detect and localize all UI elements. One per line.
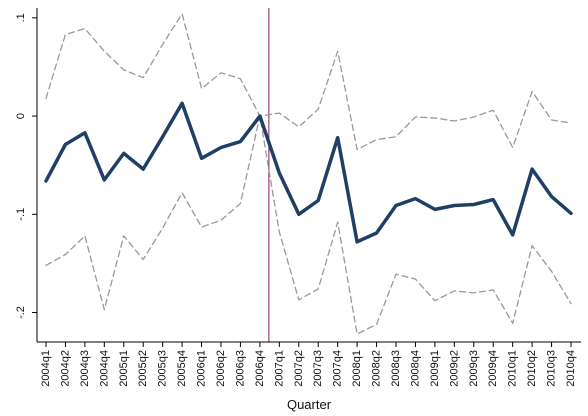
x-tick-label: 2009q3 bbox=[468, 350, 480, 387]
x-tick-label: 2009q4 bbox=[487, 350, 499, 387]
y-tick-label: 0 bbox=[15, 113, 27, 119]
x-tick-label: 2010q3 bbox=[546, 350, 558, 387]
x-tick-label: 2009q2 bbox=[448, 350, 460, 387]
x-tick-label: 2004q1 bbox=[40, 350, 52, 387]
x-tick-label: 2005q1 bbox=[118, 350, 130, 387]
x-axis-title: Quarter bbox=[287, 397, 332, 412]
x-tick-label: 2006q4 bbox=[254, 350, 266, 387]
x-tick-label: 2007q3 bbox=[312, 350, 324, 387]
x-tick-label: 2008q3 bbox=[390, 350, 402, 387]
x-tick-label: 2010q4 bbox=[565, 350, 577, 387]
y-tick-label: .1 bbox=[15, 13, 27, 22]
x-tick-label: 2008q4 bbox=[409, 350, 421, 387]
plot-area bbox=[44, 8, 573, 342]
x-tick-label: 2009q1 bbox=[429, 350, 441, 387]
x-tick-label: 2006q3 bbox=[234, 350, 246, 387]
x-tick-label: 2005q4 bbox=[176, 350, 188, 387]
series-line-estimate bbox=[44, 101, 573, 244]
x-tick-label: 2004q2 bbox=[59, 350, 71, 387]
x-tick-label: 2010q2 bbox=[526, 350, 538, 387]
y-axis-ticks: .1 0 -.1 -.2 bbox=[15, 13, 37, 319]
x-tick-label: 2006q1 bbox=[196, 350, 208, 387]
y-tick-label: -.1 bbox=[15, 208, 27, 221]
axes bbox=[36, 8, 581, 343]
x-tick-label: 2004q3 bbox=[79, 350, 91, 387]
x-tick-label: 2007q1 bbox=[273, 350, 285, 387]
series-line-lower-bound bbox=[45, 115, 572, 335]
x-tick-label: 2007q4 bbox=[332, 350, 344, 387]
x-tick-label: 2005q2 bbox=[137, 350, 149, 387]
x-tick-label: 2006q2 bbox=[215, 350, 227, 387]
x-tick-label: 2005q3 bbox=[157, 350, 169, 387]
series-line-upper-bound bbox=[45, 13, 572, 151]
x-tick-label: 2008q2 bbox=[371, 350, 383, 387]
x-axis-ticks: 2004q1 2004q2 2004q3 2004q4 2005q1 2005q2 2005… bbox=[40, 342, 577, 387]
y-tick-label: -.2 bbox=[15, 306, 27, 319]
x-tick-label: 2004q4 bbox=[98, 350, 110, 387]
x-tick-label: 2010q1 bbox=[507, 350, 519, 387]
x-tick-label: 2008q1 bbox=[351, 350, 363, 387]
x-tick-label: 2007q2 bbox=[293, 350, 305, 387]
